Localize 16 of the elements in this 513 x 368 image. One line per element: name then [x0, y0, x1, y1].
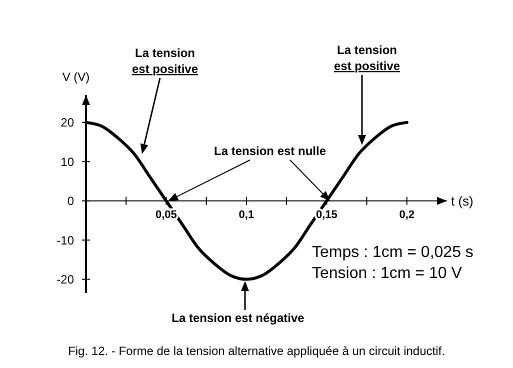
- y-tick-label: -10: [56, 233, 74, 248]
- y-axis-title: V (V): [62, 70, 90, 84]
- text: La tension est positive: [132, 46, 198, 76]
- annotation: La tension est nulle: [214, 144, 326, 158]
- annotation: Temps : 1cm = 0,025 s: [312, 244, 474, 261]
- text: La tension est positive: [334, 43, 400, 73]
- text: La tension est négative: [172, 311, 305, 325]
- x-axis-title: t (s): [451, 193, 474, 208]
- text: Fig. 12. - Forme de la tension alternative appliquée à un circuit inductif.: [68, 344, 445, 358]
- y-tick-label: 20: [60, 116, 74, 130]
- y-tick-label: 10: [60, 154, 74, 169]
- y-tick-label: -20: [56, 272, 74, 286]
- x-tick-label: 0,2: [399, 208, 415, 221]
- y-tick-label: 0: [67, 194, 74, 208]
- x-tick-label: 0,1: [238, 208, 254, 221]
- annotation: Tension : 1cm = 10 V: [312, 265, 462, 282]
